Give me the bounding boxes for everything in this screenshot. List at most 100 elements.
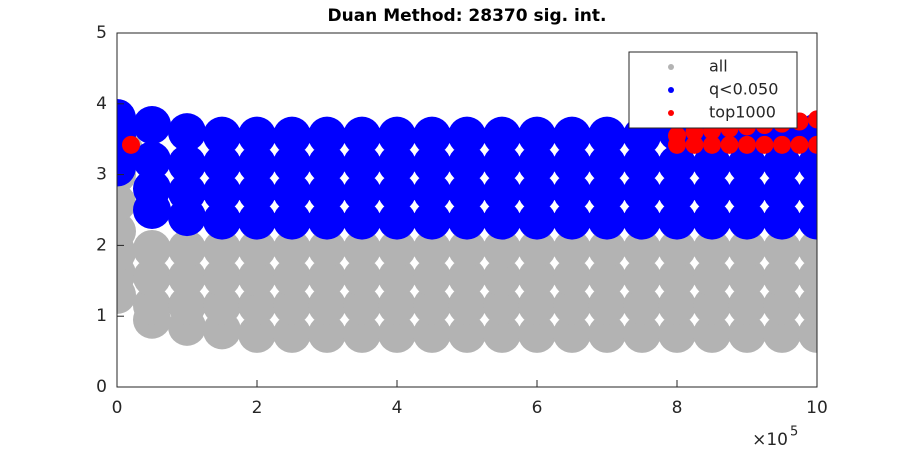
point <box>203 201 241 240</box>
point <box>378 258 416 297</box>
point <box>728 258 766 297</box>
point <box>588 229 626 268</box>
point <box>448 314 486 353</box>
point <box>728 314 766 353</box>
point <box>273 201 311 240</box>
point <box>308 173 346 212</box>
point <box>623 258 661 297</box>
point <box>168 113 206 152</box>
point <box>343 173 381 212</box>
point <box>238 314 276 353</box>
point <box>378 173 416 212</box>
point <box>693 286 731 325</box>
point <box>343 314 381 353</box>
point <box>588 286 626 325</box>
point <box>588 144 626 183</box>
x-tick-label: 10 <box>806 398 828 418</box>
point <box>553 314 591 353</box>
point <box>623 173 661 212</box>
legend-marker <box>668 110 674 116</box>
point <box>308 116 346 155</box>
point <box>133 141 171 180</box>
point <box>693 173 731 212</box>
point <box>308 258 346 297</box>
point <box>117 212 136 251</box>
point <box>518 258 556 297</box>
point <box>448 286 486 325</box>
point <box>518 173 556 212</box>
point <box>168 286 206 325</box>
point <box>378 116 416 155</box>
point <box>343 258 381 297</box>
point <box>623 229 661 268</box>
point <box>378 286 416 325</box>
point <box>343 286 381 325</box>
point <box>693 144 731 183</box>
point <box>343 116 381 155</box>
point <box>308 229 346 268</box>
point <box>755 135 774 154</box>
point <box>168 173 206 212</box>
point <box>168 144 206 183</box>
point <box>658 286 696 325</box>
point <box>448 258 486 297</box>
point <box>553 173 591 212</box>
point <box>763 229 801 268</box>
point <box>273 116 311 155</box>
point <box>623 201 661 240</box>
point <box>693 201 731 240</box>
point <box>117 183 136 222</box>
point <box>413 229 451 268</box>
point <box>763 258 801 297</box>
point <box>553 116 591 155</box>
point <box>658 173 696 212</box>
point <box>238 116 276 155</box>
point <box>273 144 311 183</box>
point <box>763 144 801 183</box>
point <box>343 144 381 183</box>
point <box>518 314 556 353</box>
point <box>203 286 241 325</box>
point <box>413 144 451 183</box>
legend-box <box>628 51 798 129</box>
point <box>273 314 311 353</box>
point <box>588 201 626 240</box>
point <box>658 258 696 297</box>
point <box>133 169 171 208</box>
y-tick-label: 1 <box>96 306 107 326</box>
point <box>133 106 171 145</box>
point <box>623 144 661 183</box>
point <box>273 173 311 212</box>
y-tick-label: 0 <box>96 377 107 397</box>
point <box>203 116 241 155</box>
point <box>117 98 136 137</box>
point <box>728 173 766 212</box>
axes-box <box>116 32 818 388</box>
point <box>518 144 556 183</box>
point <box>658 229 696 268</box>
point <box>623 314 661 353</box>
legend: all q<0.050 top1000 <box>628 51 798 129</box>
point <box>720 135 739 154</box>
point <box>483 258 521 297</box>
chart-title: Duan Method: 28370 sig. int. <box>327 6 606 26</box>
point <box>483 229 521 268</box>
point <box>728 144 766 183</box>
point <box>168 229 206 268</box>
point <box>588 173 626 212</box>
point <box>378 314 416 353</box>
point <box>448 201 486 240</box>
point <box>798 258 817 297</box>
point <box>728 201 766 240</box>
point <box>238 258 276 297</box>
point <box>588 116 626 155</box>
point <box>738 135 756 154</box>
point <box>623 286 661 325</box>
point <box>413 286 451 325</box>
x-tick-label: 8 <box>672 398 683 418</box>
point <box>413 116 451 155</box>
x-exponent-power: 5 <box>790 425 798 440</box>
point <box>588 314 626 353</box>
point <box>413 201 451 240</box>
point <box>378 229 416 268</box>
